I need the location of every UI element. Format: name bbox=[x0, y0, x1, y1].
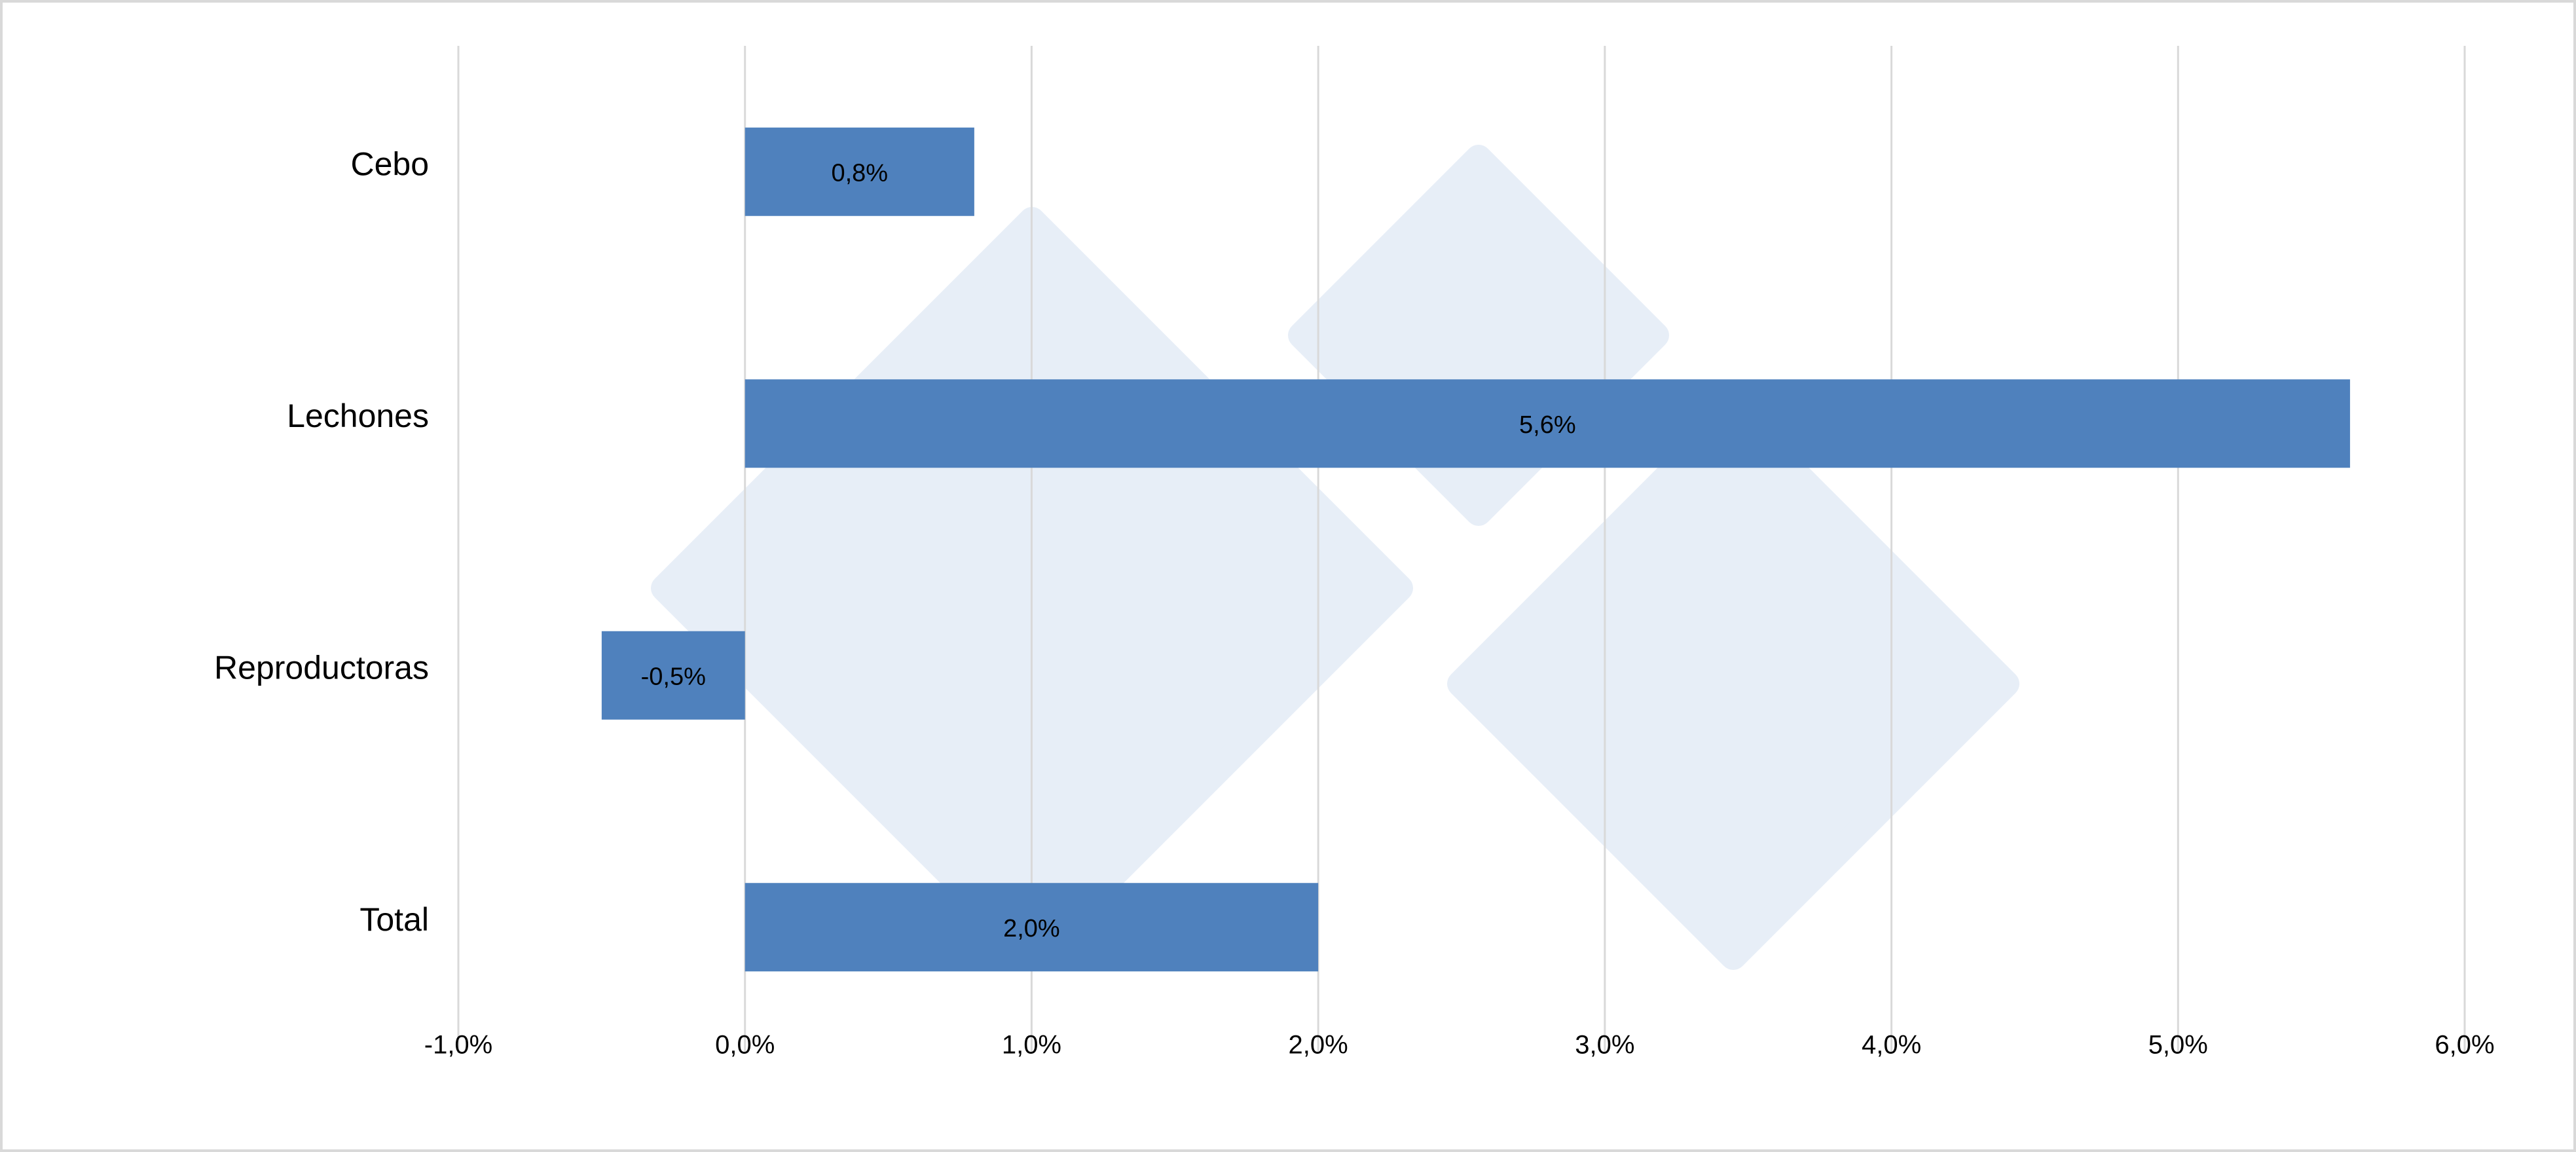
x-tick-label: 1,0% bbox=[1002, 1031, 1061, 1060]
x-tick-label: 6,0% bbox=[2435, 1031, 2494, 1060]
bar bbox=[745, 379, 2350, 468]
watermark-diamond bbox=[1447, 398, 2019, 970]
x-tick-label: -1,0% bbox=[424, 1031, 493, 1060]
value-label: 5,6% bbox=[1519, 411, 1576, 439]
x-tick-label: 3,0% bbox=[1575, 1031, 1634, 1060]
value-label: -0,5% bbox=[641, 663, 706, 690]
y-tick-label: Lechones bbox=[287, 398, 429, 434]
value-label: 2,0% bbox=[1003, 915, 1060, 942]
plot: Cebo 0,8% Lechones 5,6% Reproductoras -0,5% To… bbox=[214, 127, 2350, 972]
x-tick-label: 0,0% bbox=[715, 1031, 775, 1060]
bar bbox=[745, 127, 974, 216]
y-tick-label: Total bbox=[359, 901, 429, 938]
x-tick-label: 5,0% bbox=[2148, 1031, 2208, 1060]
x-tick-label: 4,0% bbox=[1862, 1031, 1921, 1060]
y-tick-label: Reproductoras bbox=[214, 649, 429, 686]
value-label: 0,8% bbox=[831, 159, 888, 187]
grid: -1,0% 0,0% 1,0% 2,0% 3,0% 4,0% 5,0% 6,0% bbox=[424, 46, 2495, 1060]
bar bbox=[601, 631, 745, 720]
bar bbox=[745, 883, 1319, 972]
x-tick-label: 2,0% bbox=[1289, 1031, 1348, 1060]
y-tick-label: Cebo bbox=[350, 145, 429, 182]
